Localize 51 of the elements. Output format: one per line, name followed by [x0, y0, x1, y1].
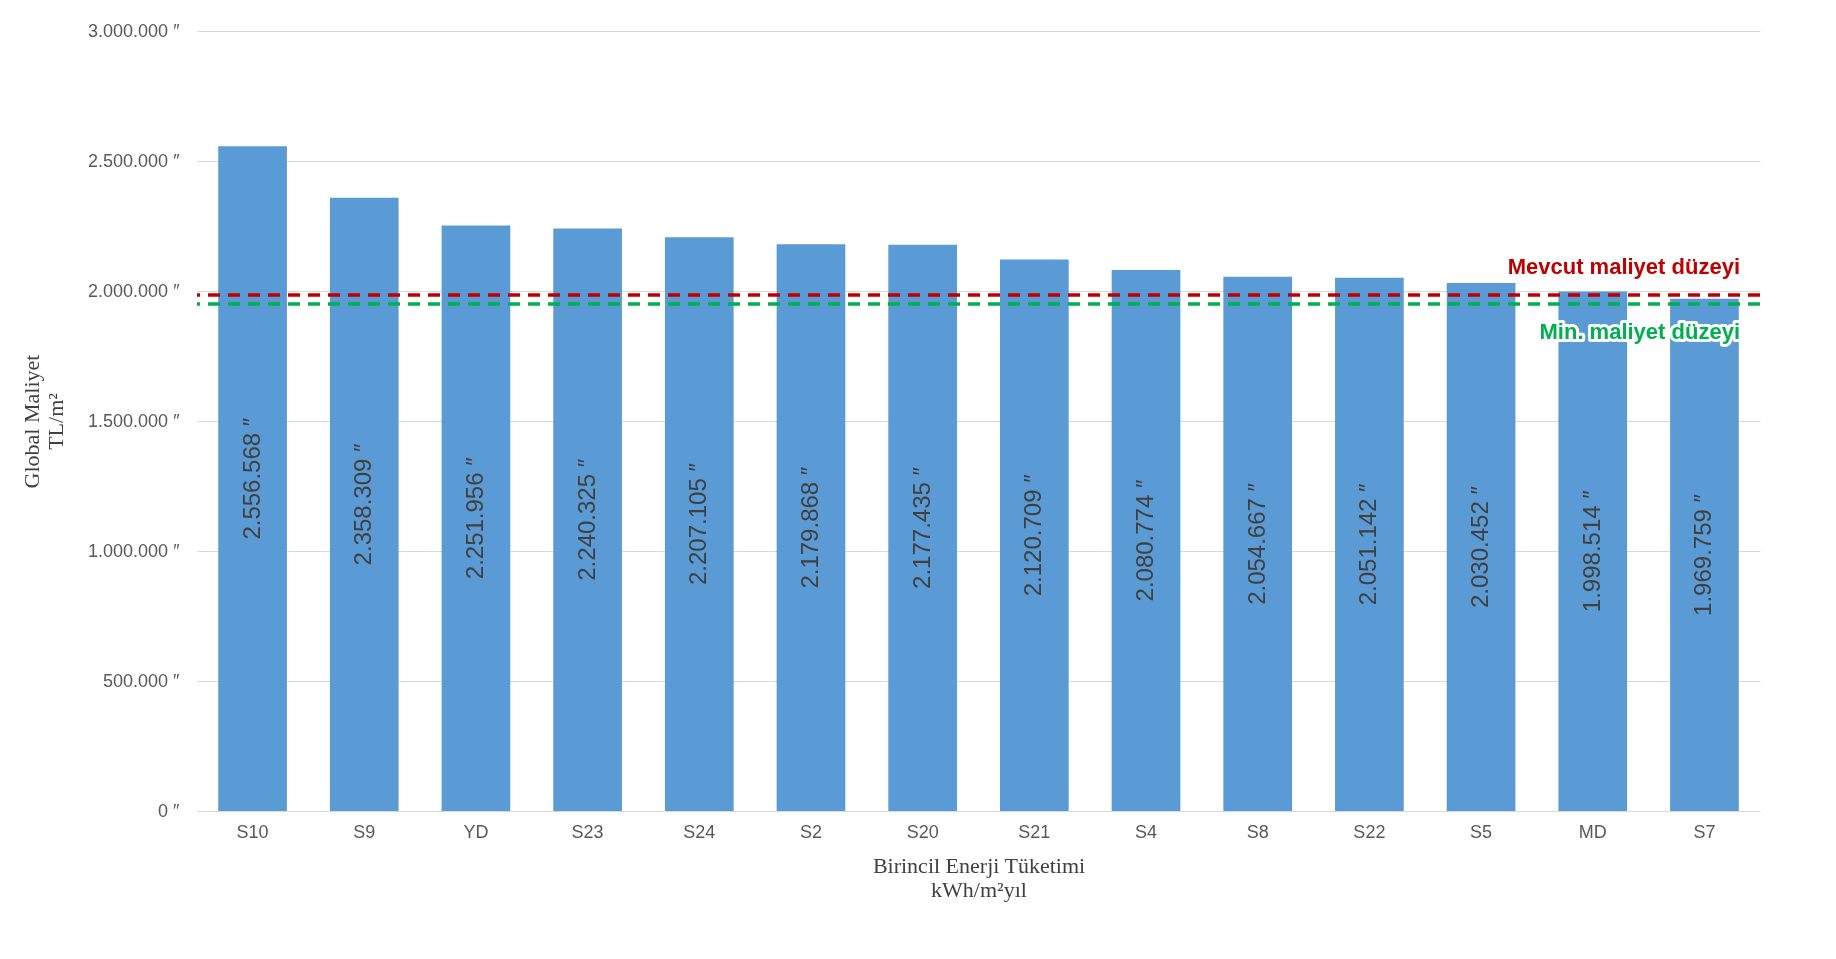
x-tick-label: S5 — [1470, 821, 1493, 842]
y-tick-label: 2.500.000 ″ — [88, 150, 181, 171]
x-tick-label: S7 — [1693, 821, 1716, 842]
data-label: 2.207.105 ″ — [684, 462, 712, 586]
bar — [1111, 270, 1181, 811]
data-label: 2.251.956 ″ — [460, 456, 488, 580]
data-label: 2.080.774 ″ — [1131, 479, 1159, 602]
bar — [1670, 298, 1739, 811]
x-tick-label: S8 — [1246, 821, 1269, 842]
bar — [441, 225, 511, 811]
ref-line-label: Mevcut maliyet düzeyi — [1507, 253, 1740, 279]
y-axis-title: Global Maliyet TL/m² — [19, 354, 69, 489]
y-tick-label: 1.000.000 ″ — [88, 540, 181, 561]
data-label: 2.179.868 ″ — [795, 466, 823, 589]
data-label: 2.120.709 ″ — [1019, 473, 1047, 597]
bar — [664, 237, 734, 811]
x-tick-label: S22 — [1353, 821, 1386, 842]
data-label: 2.051.142 ″ — [1354, 482, 1382, 606]
x-tick-label: S23 — [571, 821, 604, 842]
y-tick-label: 500.000 ″ — [103, 670, 181, 691]
data-label: 2.240.325 ″ — [572, 458, 600, 581]
bar — [1335, 277, 1404, 811]
x-tick-label: S20 — [906, 821, 939, 842]
y-tick-label: 1.500.000 ″ — [88, 410, 181, 431]
bar — [776, 244, 846, 811]
x-tick-label: S24 — [683, 821, 716, 842]
y-tick-label: 2.000.000 ″ — [88, 280, 181, 301]
data-label: 1.969.759 ″ — [1689, 493, 1717, 616]
data-label: 2.556.568 ″ — [237, 417, 265, 540]
bar — [329, 197, 399, 811]
data-label: 2.177.435 ″ — [907, 466, 935, 589]
x-axis-title: Birincil Enerji Tüketimi kWh/m²yıl — [872, 852, 1086, 902]
data-label: 1.998.514 ″ — [1577, 489, 1605, 613]
x-tick-label: S9 — [353, 821, 376, 842]
data-label: 2.030.452 ″ — [1466, 485, 1494, 609]
bar — [888, 244, 957, 811]
bar — [218, 146, 287, 811]
data-label: 2.054.667 ″ — [1242, 482, 1270, 605]
x-tick-label: S2 — [799, 821, 822, 842]
x-tick-label: S10 — [236, 821, 269, 842]
y-tick-label: 3.000.000 ″ — [88, 20, 181, 41]
x-tick-label: MD — [1578, 821, 1607, 842]
x-tick-label: YD — [463, 821, 489, 842]
x-tick-label: S21 — [1018, 821, 1051, 842]
bar — [1223, 276, 1293, 811]
data-label: 2.358.309 ″ — [349, 442, 377, 566]
x-tick-label: S4 — [1135, 821, 1158, 842]
y-tick-label: 0 ″ — [158, 800, 181, 821]
bar — [553, 228, 622, 811]
bar — [1446, 283, 1516, 811]
bar — [1000, 259, 1069, 811]
